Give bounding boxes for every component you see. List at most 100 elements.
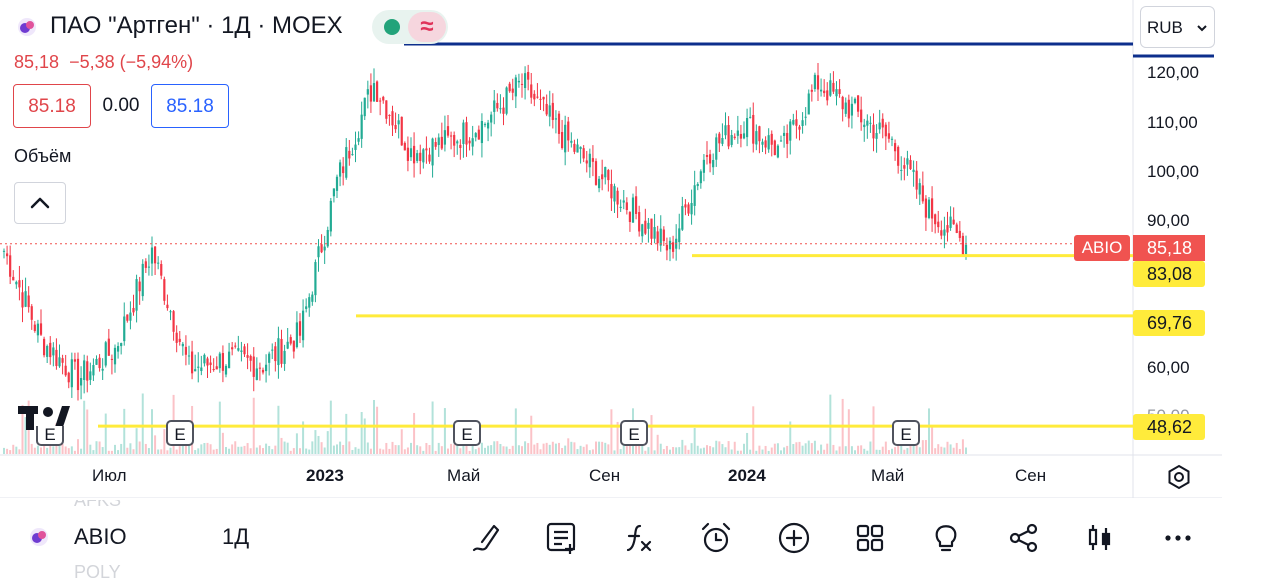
collapse-button[interactable]	[14, 182, 66, 224]
candle-body	[437, 137, 440, 146]
volume-bar	[456, 443, 459, 454]
settings-icon[interactable]	[1166, 464, 1192, 490]
candle-body	[915, 170, 918, 190]
candle-body	[567, 121, 570, 141]
chart-type-icon[interactable]	[1082, 520, 1118, 556]
candle-body	[708, 154, 712, 164]
volume-bar	[530, 415, 533, 454]
candle-body	[95, 358, 98, 365]
volume-bar	[12, 444, 15, 454]
candle-body	[70, 359, 73, 388]
candle-body	[129, 312, 132, 321]
volume-bar	[144, 443, 147, 454]
candle-body	[101, 368, 104, 371]
candle-body	[425, 148, 428, 151]
volume-bar	[548, 444, 551, 454]
volume-bar	[681, 439, 684, 454]
volume-bar	[780, 450, 782, 454]
candle-body	[234, 345, 237, 347]
volume-bar	[154, 435, 157, 454]
volume-bar	[758, 445, 761, 454]
volume-bar	[73, 450, 76, 454]
volume-bar	[83, 400, 86, 454]
indicators-icon[interactable]	[620, 520, 656, 556]
volume-bar	[499, 443, 502, 454]
layout-icon[interactable]	[852, 520, 888, 556]
candle-body	[579, 146, 582, 150]
volume-bar	[110, 450, 113, 454]
volume-bar	[308, 449, 311, 454]
volume-bar	[832, 444, 835, 454]
candle-body	[767, 135, 770, 150]
candle-body	[440, 136, 443, 149]
volume-bar	[129, 443, 132, 454]
volume-bar	[607, 444, 610, 454]
toolbar-symbol-logo-icon	[30, 528, 48, 546]
more-icon[interactable]	[1160, 520, 1196, 556]
candle-body	[502, 107, 505, 114]
volume-bar	[502, 446, 505, 454]
volume-bar	[493, 441, 496, 454]
volume-bar	[360, 412, 363, 454]
symbol-search-button[interactable]: ABIO	[74, 524, 127, 549]
volume-bar	[561, 447, 564, 454]
interval-button[interactable]: 1Д	[222, 524, 250, 549]
volume-bar	[696, 445, 699, 454]
alert-icon[interactable]	[698, 520, 734, 556]
volume-indicator-label[interactable]: Объём	[14, 146, 72, 166]
volume-bar	[268, 445, 271, 454]
add-icon[interactable]	[776, 520, 812, 556]
candle-body	[453, 135, 456, 146]
candle-body	[860, 109, 863, 123]
earnings-marker[interactable]: E	[36, 426, 64, 446]
candle-body	[345, 147, 348, 178]
volume-bar	[656, 434, 659, 454]
delayed-data-icon[interactable]: ≈	[408, 12, 446, 42]
candle-body	[542, 96, 545, 100]
volume-bar	[524, 441, 527, 454]
currency-select[interactable]: RUB	[1140, 6, 1215, 48]
candle-body	[755, 131, 758, 145]
notes-icon[interactable]	[544, 520, 580, 556]
candle-body	[650, 218, 653, 239]
earnings-marker[interactable]: E	[620, 420, 648, 446]
candle-body	[357, 138, 360, 142]
earnings-marker[interactable]: E	[166, 420, 194, 446]
candle-body	[443, 130, 447, 145]
volume-bar	[474, 449, 477, 454]
candle-body	[736, 130, 739, 136]
volume-bar	[872, 406, 875, 454]
volume-bar	[844, 446, 847, 454]
volume-bar	[332, 445, 335, 454]
candle-body	[557, 113, 561, 134]
symbol-title[interactable]: ПАО "Артген" · 1Д · MOEX	[50, 12, 343, 39]
candle-body	[166, 304, 169, 309]
candle-body	[705, 155, 709, 157]
volume-bar	[564, 445, 567, 454]
ideas-icon[interactable]	[928, 520, 964, 556]
volume-bar	[570, 441, 573, 454]
candle-body	[841, 96, 844, 110]
volume-bar	[786, 445, 789, 454]
volume-bar	[521, 446, 523, 454]
volume-bar	[912, 442, 915, 454]
volume-bar	[542, 443, 545, 454]
candle-body	[813, 74, 817, 90]
volume-bar	[382, 449, 385, 454]
volume-bar	[206, 442, 209, 454]
sell-button[interactable]: 85.18	[13, 84, 91, 128]
volume-bar	[514, 408, 517, 454]
candle-body	[721, 138, 724, 144]
volume-bar	[776, 443, 779, 454]
candle-body	[190, 351, 194, 374]
earnings-marker[interactable]: E	[892, 420, 920, 446]
volume-bar	[690, 443, 693, 454]
earnings-marker[interactable]: E	[453, 420, 481, 446]
volume-bar	[311, 441, 314, 454]
buy-button[interactable]: 85.18	[151, 84, 229, 128]
candle-body	[86, 361, 89, 381]
draw-icon[interactable]	[468, 520, 504, 556]
share-icon[interactable]	[1006, 520, 1042, 556]
candle-body	[258, 367, 262, 369]
